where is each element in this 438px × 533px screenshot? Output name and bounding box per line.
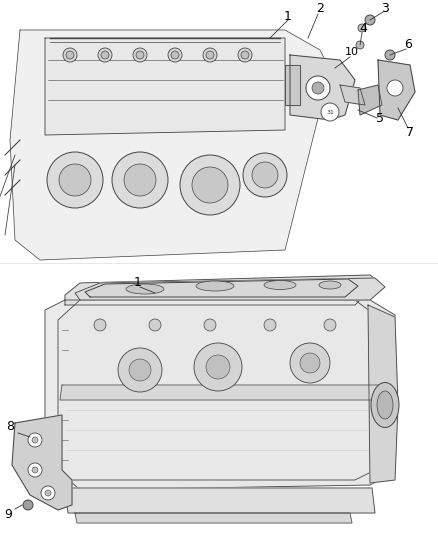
Text: 5: 5 (376, 111, 384, 125)
Circle shape (194, 343, 242, 391)
Circle shape (47, 152, 103, 208)
Text: 7: 7 (406, 125, 414, 139)
Circle shape (94, 319, 106, 331)
Polygon shape (368, 305, 398, 483)
Polygon shape (75, 513, 352, 523)
Circle shape (133, 48, 147, 62)
Polygon shape (290, 55, 355, 120)
Text: 3: 3 (381, 2, 389, 14)
Text: 8: 8 (6, 421, 14, 433)
Polygon shape (10, 30, 335, 260)
Polygon shape (12, 415, 72, 510)
Circle shape (238, 48, 252, 62)
Circle shape (252, 162, 278, 188)
Polygon shape (65, 275, 380, 305)
Circle shape (241, 51, 249, 59)
Circle shape (32, 467, 38, 473)
Circle shape (112, 152, 168, 208)
Circle shape (206, 51, 214, 59)
Circle shape (321, 103, 339, 121)
Circle shape (290, 343, 330, 383)
Polygon shape (75, 278, 385, 300)
Circle shape (149, 319, 161, 331)
Circle shape (180, 155, 240, 215)
Circle shape (264, 319, 276, 331)
Text: 31: 31 (326, 109, 334, 115)
Circle shape (365, 15, 375, 25)
Circle shape (32, 437, 38, 443)
Text: 1: 1 (284, 10, 292, 22)
Circle shape (124, 164, 156, 196)
Circle shape (171, 51, 179, 59)
Circle shape (28, 463, 42, 477)
Circle shape (98, 48, 112, 62)
Text: 10: 10 (345, 47, 359, 57)
Circle shape (358, 24, 366, 32)
Circle shape (387, 80, 403, 96)
Ellipse shape (126, 284, 164, 294)
Circle shape (101, 51, 109, 59)
Circle shape (63, 48, 77, 62)
Circle shape (66, 51, 74, 59)
Circle shape (300, 353, 320, 373)
Polygon shape (285, 65, 300, 105)
Circle shape (168, 48, 182, 62)
Circle shape (206, 355, 230, 379)
Circle shape (129, 359, 151, 381)
Circle shape (136, 51, 144, 59)
Circle shape (385, 50, 395, 60)
Ellipse shape (264, 280, 296, 289)
Polygon shape (45, 300, 375, 480)
Polygon shape (45, 38, 285, 135)
Polygon shape (358, 85, 382, 115)
Ellipse shape (196, 281, 234, 291)
Polygon shape (378, 60, 415, 120)
Ellipse shape (319, 281, 341, 289)
Text: 6: 6 (404, 38, 412, 52)
Circle shape (306, 76, 330, 100)
Polygon shape (65, 488, 375, 513)
Circle shape (23, 500, 33, 510)
Circle shape (204, 319, 216, 331)
Polygon shape (58, 300, 395, 490)
Polygon shape (85, 279, 358, 297)
Circle shape (192, 167, 228, 203)
Ellipse shape (371, 383, 399, 427)
Circle shape (324, 319, 336, 331)
Circle shape (28, 433, 42, 447)
Text: 2: 2 (316, 3, 324, 15)
Text: 4: 4 (359, 21, 367, 35)
Polygon shape (60, 385, 390, 400)
Circle shape (41, 486, 55, 500)
Circle shape (243, 153, 287, 197)
Ellipse shape (377, 391, 393, 419)
Polygon shape (340, 85, 365, 105)
Circle shape (118, 348, 162, 392)
Text: 9: 9 (4, 508, 12, 521)
Text: 1: 1 (134, 277, 142, 289)
Circle shape (45, 490, 51, 496)
Circle shape (356, 41, 364, 49)
Circle shape (203, 48, 217, 62)
Circle shape (312, 82, 324, 94)
Circle shape (59, 164, 91, 196)
